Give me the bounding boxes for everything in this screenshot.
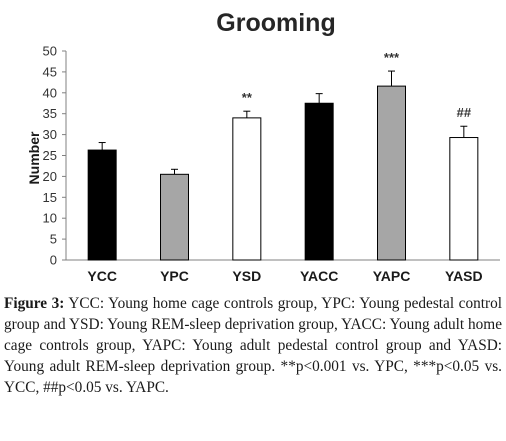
significance-marker: **	[242, 90, 253, 105]
y-tick-label: 35	[43, 106, 57, 121]
x-category-label: YCC	[87, 268, 117, 284]
x-category-label: YPC	[160, 268, 189, 284]
y-tick-label: 20	[43, 169, 57, 184]
figure-caption: Figure 3: YCC: Young home cage controls …	[4, 293, 502, 398]
y-tick-label: 0	[50, 253, 57, 268]
y-tick-label: 30	[43, 127, 57, 142]
plot-area: 0 5 10 15 20 25 30 35 40 45 50 YCC YPC YSD ** YACC YAPC *…	[43, 44, 500, 284]
bar-ypc	[160, 173, 189, 261]
x-category-label: YACC	[300, 268, 338, 284]
x-category-label: YAPC	[373, 268, 411, 284]
y-tick-label: 10	[43, 211, 57, 226]
x-category-label: YASD	[445, 268, 483, 284]
y-tick-label: 15	[43, 190, 57, 205]
significance-marker: ##	[457, 105, 472, 120]
y-axis-title: Number	[26, 131, 42, 184]
caption-text: YCC: Young home cage controls group, YPC…	[4, 295, 502, 396]
y-tick-label: 40	[43, 85, 57, 100]
significance-marker: ***	[384, 50, 400, 65]
bar-yapc	[377, 85, 406, 261]
y-tick-label: 50	[43, 44, 57, 59]
bar-ysd	[232, 117, 262, 261]
y-tick-label: 5	[50, 232, 57, 247]
y-tick-label: 45	[43, 64, 57, 79]
bar-yasd	[449, 137, 479, 261]
x-category-label: YSD	[232, 268, 261, 284]
bar-ycc	[87, 149, 117, 261]
caption-label: Figure 3:	[4, 295, 65, 312]
bar-yacc	[304, 102, 334, 261]
y-tick-label: 25	[43, 148, 57, 163]
grooming-bar-chart: Grooming Number 0 5 10 15 20 25 30 35 40 45 50 YCC Y…	[26, 9, 500, 284]
chart-title: Grooming	[216, 9, 335, 37]
